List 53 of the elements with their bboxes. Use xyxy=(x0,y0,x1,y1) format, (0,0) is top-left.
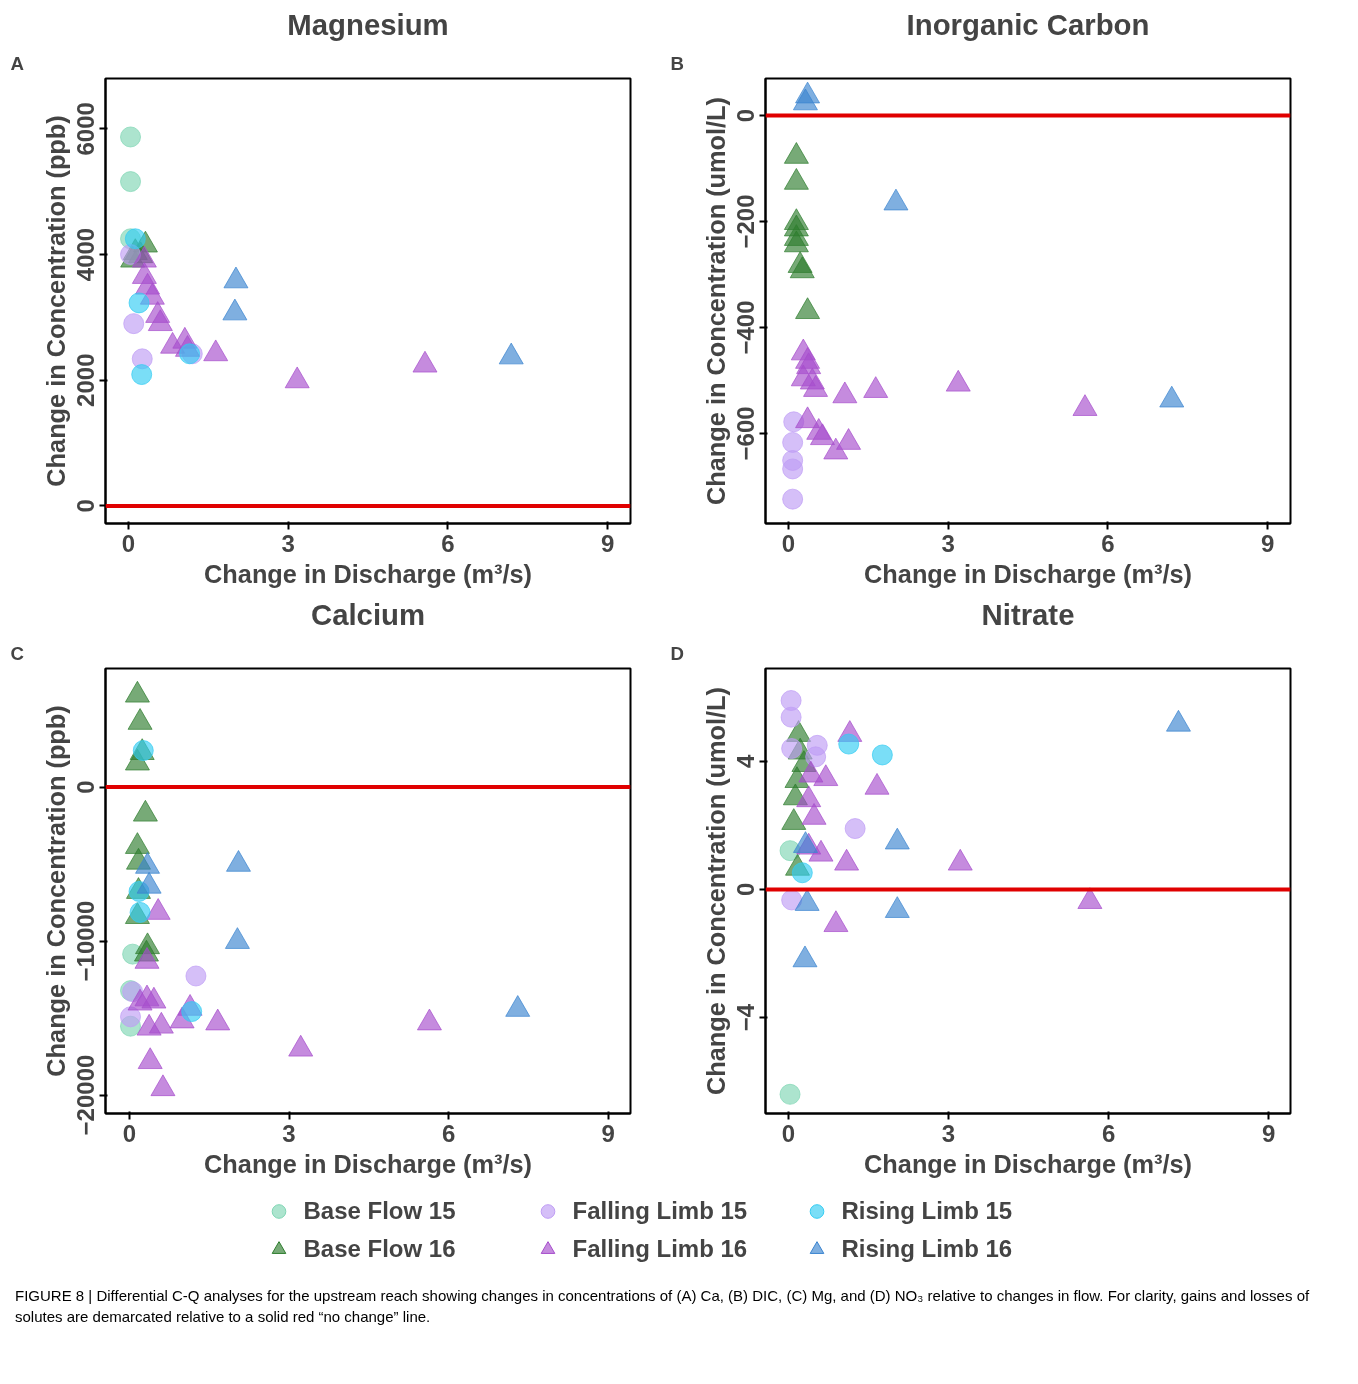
x-tick-label: 0 xyxy=(781,529,796,557)
chart-title: Nitrate xyxy=(981,597,1075,631)
y-tick-label: −20000 xyxy=(72,1054,100,1136)
text: B xyxy=(670,52,684,74)
x-tick-label: 9 xyxy=(1260,529,1275,557)
x-tick-label: 0 xyxy=(121,529,136,557)
y-tick-label: 0 xyxy=(72,780,100,794)
y-tick-label: 0 xyxy=(732,108,760,123)
legend-label: Base Flow 15 xyxy=(303,1197,457,1225)
y-tick-label: 4 xyxy=(732,754,760,769)
y-axis-title: Change in Concentration (ppb) xyxy=(41,115,70,487)
x-axis-title: Change in Discharge (m³/s) xyxy=(864,1149,1192,1178)
legend-label: Rising Limb 15 xyxy=(841,1197,1014,1225)
x-tick-label: 9 xyxy=(1261,1119,1276,1147)
text: D xyxy=(670,642,684,664)
y-tick-label: −200 xyxy=(732,194,760,249)
text: C xyxy=(10,642,24,664)
x-tick-label: 0 xyxy=(781,1119,796,1147)
x-tick-label: 3 xyxy=(281,529,295,557)
legend-label: Base Flow 16 xyxy=(303,1235,457,1263)
x-axis-title: Change in Discharge (m³/s) xyxy=(204,559,532,588)
y-tick-label: 6000 xyxy=(72,102,100,156)
y-tick-label: −400 xyxy=(732,300,760,355)
x-tick-label: 3 xyxy=(282,1119,296,1147)
y-tick-label: 4000 xyxy=(72,227,100,282)
x-tick-label: 9 xyxy=(600,529,615,557)
legend-label: Rising Limb 16 xyxy=(841,1235,1014,1263)
x-tick-label: 6 xyxy=(1101,1119,1116,1147)
legend-label: Falling Limb 16 xyxy=(572,1235,749,1263)
x-tick-label: 6 xyxy=(441,529,455,557)
x-tick-label: 6 xyxy=(441,1119,456,1147)
text: A xyxy=(10,52,24,74)
x-tick-label: 3 xyxy=(941,1119,956,1147)
y-axis-title: Change in Concentration (umol/L) xyxy=(701,96,730,506)
x-tick-label: 3 xyxy=(941,529,955,557)
chart-title: Magnesium xyxy=(287,7,449,41)
y-tick-label: −4 xyxy=(732,1003,760,1032)
y-axis-title: Change in Concentration (umol/L) xyxy=(701,686,730,1096)
x-tick-label: 0 xyxy=(122,1119,137,1147)
legend-label: Falling Limb 15 xyxy=(572,1197,749,1225)
y-tick-label: 2000 xyxy=(72,353,100,407)
y-axis-title: Change in Concentration (ppb) xyxy=(41,705,70,1077)
caption: FIGURE 8 | Differential C-Q analyses for the upstream reach showing changes in concentrations of (A) Ca, (B) DIC, (C) Mg, and (D) NO₃ relative to changes in flow. For clarity, gains and losses of solutes are demarcated relative to a solid red “no change” line. xyxy=(15,1286,1311,1328)
x-tick-label: 9 xyxy=(601,1119,615,1147)
y-tick-label: −600 xyxy=(732,406,760,461)
y-tick-label: 0 xyxy=(72,499,100,513)
y-tick-label: 0 xyxy=(732,882,760,897)
x-axis-title: Change in Discharge (m³/s) xyxy=(864,559,1192,588)
chart-title: Inorganic Carbon xyxy=(906,7,1150,41)
x-axis-title: Change in Discharge (m³/s) xyxy=(204,1149,532,1178)
x-tick-label: 6 xyxy=(1101,529,1115,557)
chart-title: Calcium xyxy=(310,597,426,631)
y-tick-label: −10000 xyxy=(72,900,100,982)
